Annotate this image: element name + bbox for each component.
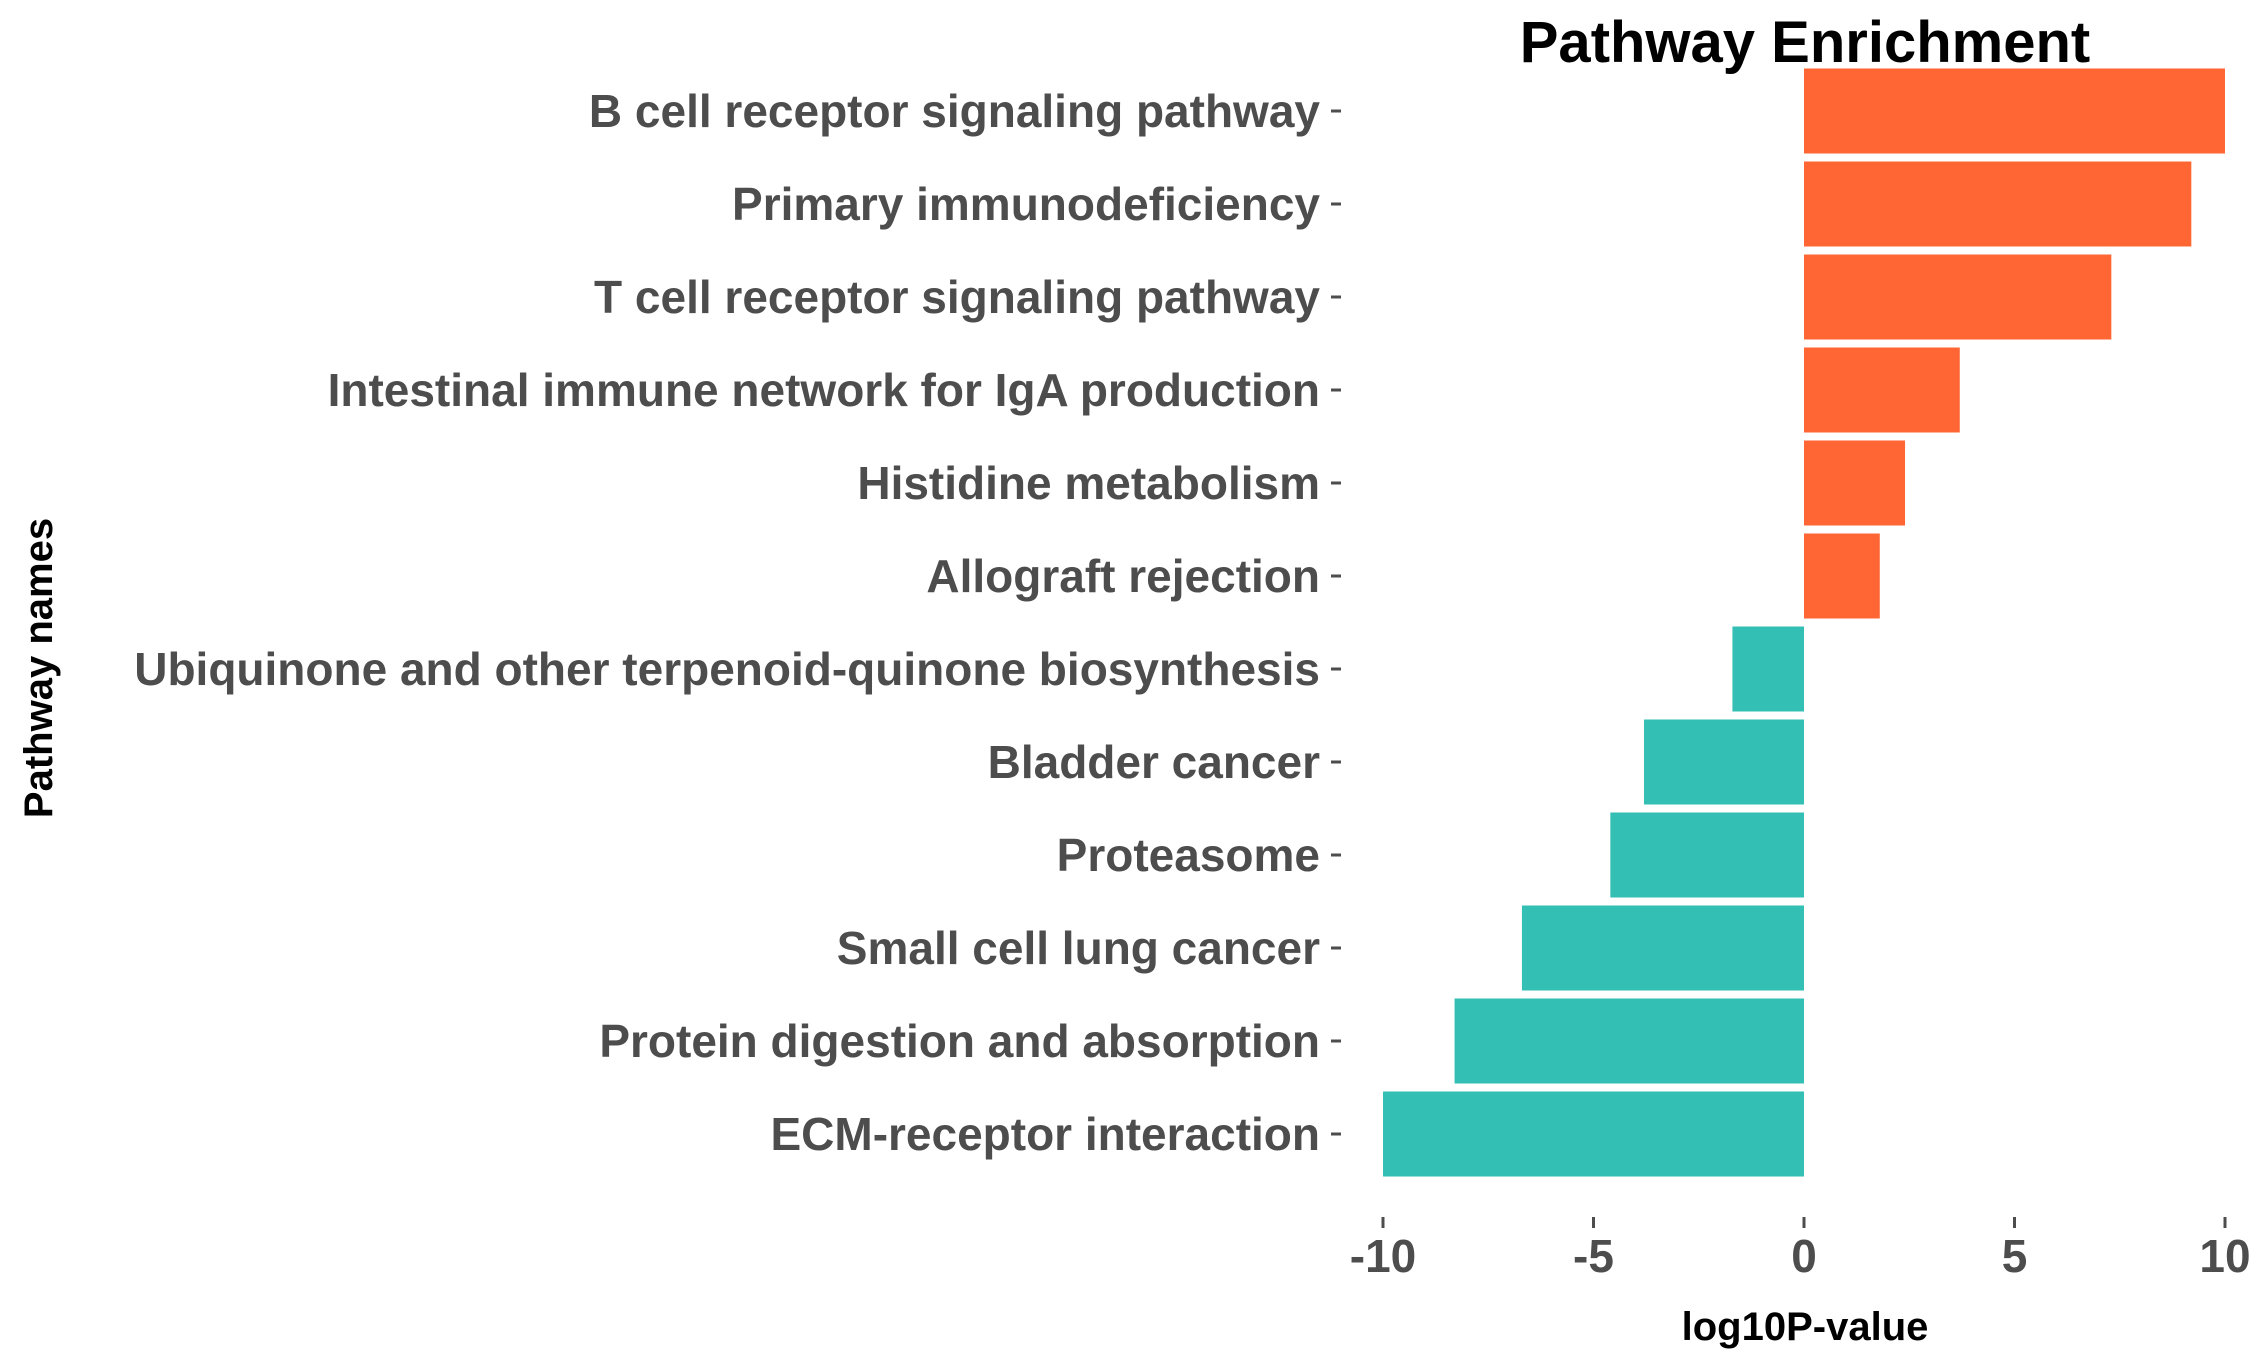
y-tick-label: ECM-receptor interaction [770, 1108, 1320, 1160]
y-tick-label: T cell receptor signaling pathway [594, 271, 1320, 323]
x-tick-label: -10 [1350, 1230, 1416, 1282]
bar [1804, 533, 1880, 619]
bar [1804, 347, 1960, 433]
x-tick-label: 10 [2199, 1230, 2250, 1282]
bar-group [1383, 68, 2225, 1177]
y-axis: B cell receptor signaling pathway Primary… [134, 85, 1341, 1160]
x-axis: -10 -5 0 5 10 [1350, 1217, 2251, 1282]
y-tick-label: Allograft rejection [926, 550, 1320, 602]
bar [1383, 1091, 1804, 1177]
y-tick-label: Proteasome [1057, 829, 1320, 881]
bar [1644, 719, 1804, 805]
chart-title: Pathway Enrichment [1520, 10, 2090, 75]
x-axis-title: log10P-value [1682, 1305, 1929, 1349]
bar [1804, 68, 2225, 154]
y-tick-label: Small cell lung cancer [837, 922, 1320, 974]
x-tick-label: 5 [2002, 1230, 2028, 1282]
y-tick-label: Histidine metabolism [857, 457, 1320, 509]
bar [1804, 254, 2112, 340]
x-tick-label: -5 [1573, 1230, 1614, 1282]
y-tick-label: B cell receptor signaling pathway [589, 85, 1320, 137]
bar [1454, 998, 1804, 1084]
bar [1804, 161, 2192, 247]
y-tick-label: Bladder cancer [988, 736, 1320, 788]
bar [1804, 440, 1906, 526]
bar [1732, 626, 1804, 712]
bar [1521, 905, 1804, 991]
y-tick-label: Intestinal immune network for IgA produc… [328, 364, 1320, 416]
bar [1610, 812, 1804, 898]
y-tick-label: Protein digestion and absorption [599, 1015, 1320, 1067]
y-tick-label: Primary immunodeficiency [732, 178, 1320, 230]
y-axis-title: Pathway names [17, 518, 61, 818]
x-tick-label: 0 [1791, 1230, 1817, 1282]
y-tick-label: Ubiquinone and other terpenoid-quinone b… [134, 643, 1320, 695]
